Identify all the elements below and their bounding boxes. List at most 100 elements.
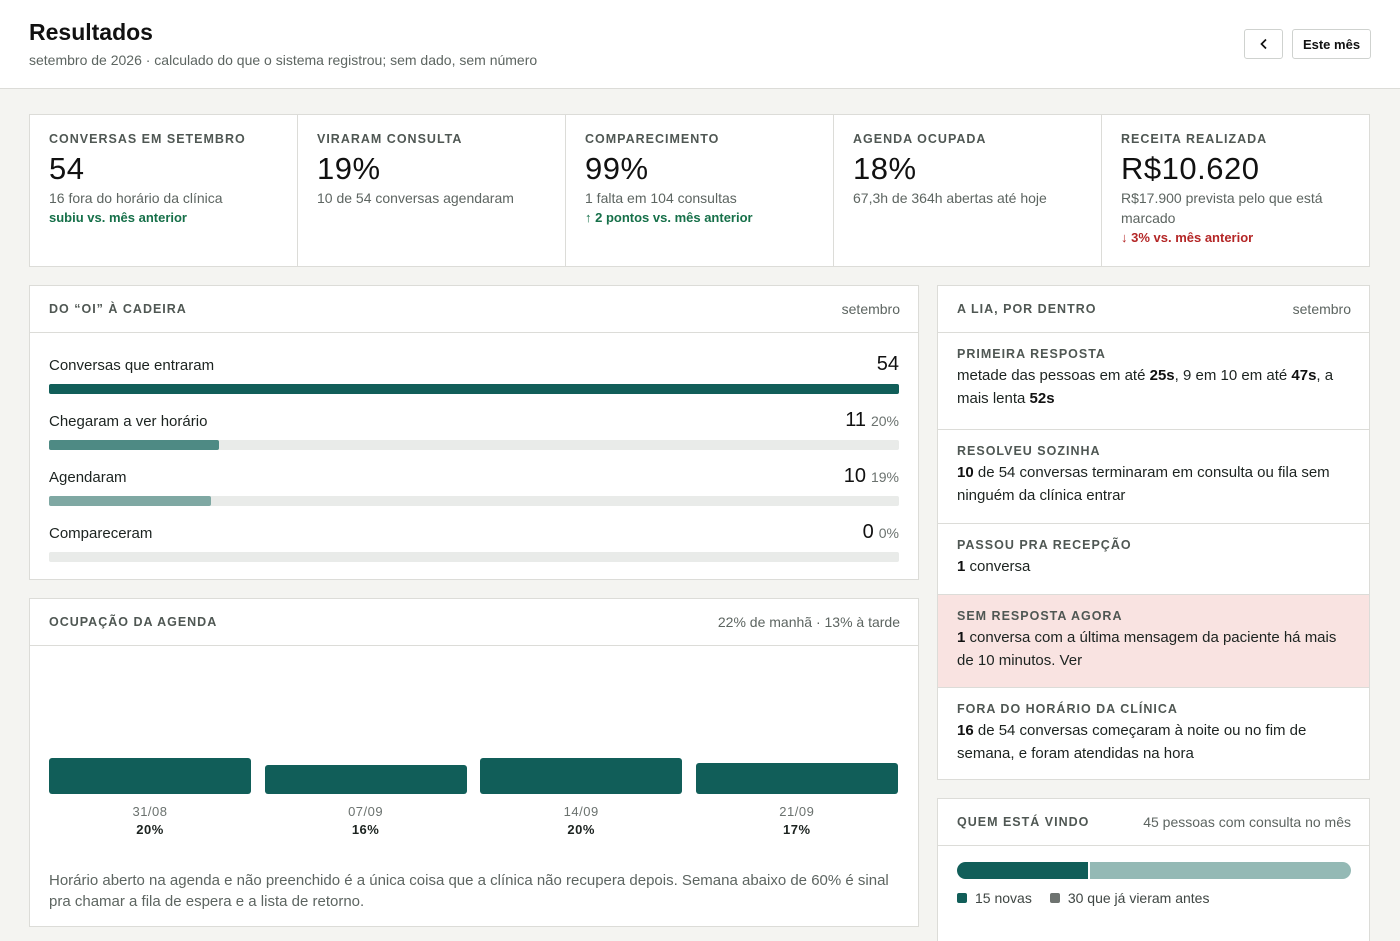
funnel-track <box>49 384 899 394</box>
funnel-step-pct: 0% <box>878 525 899 541</box>
text-fragment: metade das pessoas em até <box>957 367 1150 384</box>
kpi-schedule-occupied: Agenda ocupada 18% 67,3h de 364h abertas… <box>834 115 1102 266</box>
no-reply-count: 1 <box>957 629 966 646</box>
this-month-button[interactable]: Este mês <box>1292 29 1371 59</box>
kpi-label: Receita realizada <box>1121 132 1268 146</box>
card-meta: setembro <box>1292 301 1351 317</box>
funnel-step-count: 54 <box>876 353 899 375</box>
funnel-track <box>49 496 899 506</box>
card-header: Ocupação da agenda 22% de manhã · 13% à … <box>30 599 918 646</box>
lia-item-text: 10 de 54 conversas terminaram em consult… <box>957 462 1350 507</box>
kpi-label: Viraram consulta <box>317 132 463 146</box>
solved-count: 10 <box>957 464 974 481</box>
legend-item-new: 15 novas <box>957 890 1032 906</box>
kpi-value: 18% <box>853 151 917 186</box>
text-fragment: de 54 conversas começaram à noite ou no … <box>957 722 1307 762</box>
occupancy-bar-label: 20% <box>567 822 595 837</box>
funnel-fill <box>49 440 219 450</box>
funnel-step: Conversas que entraram 54 <box>49 351 899 407</box>
occupancy-bar <box>49 758 251 794</box>
occupancy-bar <box>480 758 683 794</box>
funnel-step-pct: 20% <box>870 413 899 429</box>
funnel-card: Do “oi” à cadeira setembro Conversas que… <box>29 285 919 580</box>
lia-solved-alone: Resolveu sozinha 10 de 54 conversas term… <box>938 430 1369 524</box>
lia-item-label: Passou pra recepção <box>957 538 1132 552</box>
legend-swatch <box>957 893 967 903</box>
chevron-left-icon <box>1259 38 1267 50</box>
lia-card: A Lia, por dentro setembro Primeira resp… <box>937 285 1370 780</box>
card-header: Quem está vindo 45 pessoas com consulta … <box>938 799 1369 846</box>
returning-patients-segment <box>1090 862 1351 879</box>
kpi-label: Conversas em setembro <box>49 132 246 146</box>
lia-item-text: metade das pessoas em até 25s, 9 em 10 e… <box>957 365 1350 410</box>
lia-item-label: Resolveu sozinha <box>957 444 1101 458</box>
funnel-step-label: Compareceram <box>49 525 153 542</box>
kpi-label: Comparecimento <box>585 132 720 146</box>
kpi-delta: ↑ 2 pontos vs. mês anterior <box>585 210 753 225</box>
funnel-step-count: 10 <box>843 465 866 487</box>
who-is-coming-card: Quem está vindo 45 pessoas com consulta … <box>937 798 1370 941</box>
lia-first-response: Primeira resposta metade das pessoas em … <box>938 333 1369 430</box>
occupancy-chart: 31/08 20% 07/09 16% 14/09 20% 21/09 17% <box>30 646 918 856</box>
occupancy-bar <box>695 763 898 794</box>
card-meta: setembro <box>841 301 900 317</box>
lia-item-label: Fora do horário da clínica <box>957 702 1178 716</box>
funnel-step: Chegaram a ver horário 11 20% <box>49 407 899 463</box>
occupancy-bar-label: 16% <box>351 822 380 837</box>
lia-after-hours: Fora do horário da clínica 16 de 54 conv… <box>938 688 1369 780</box>
kpi-detail: 10 de 54 conversas agendaram <box>317 190 514 206</box>
after-hours-count: 16 <box>957 722 974 739</box>
card-header: Do “oi” à cadeira setembro <box>30 286 918 333</box>
funnel-track <box>49 552 899 562</box>
funnel-body: Conversas que entraram 54 Chegaram a ver… <box>30 333 918 575</box>
funnel-step: Agendaram 10 19% <box>49 463 899 519</box>
funnel-track <box>49 440 899 450</box>
kpi-delta: subiu vs. mês anterior <box>49 210 187 225</box>
card-title: Ocupação da agenda <box>49 615 218 629</box>
funnel-step-value: 0 0% <box>863 521 899 544</box>
kpi-label: Agenda ocupada <box>853 132 987 146</box>
kpi-value: R$10.620 <box>1121 151 1260 186</box>
kpi-detail: R$17.900 prevista pelo que está marcado <box>1121 190 1323 226</box>
text-fragment: de 54 conversas terminaram em consulta o… <box>957 464 1330 504</box>
funnel-fill <box>49 384 899 394</box>
funnel-step: Compareceram 0 0% <box>49 519 899 575</box>
lia-item-text: 1 conversa <box>957 556 1350 579</box>
text-fragment: , 9 em 10 em até <box>1174 367 1292 384</box>
kpi-value: 54 <box>49 151 85 186</box>
card-title: Do “oi” à cadeira <box>49 302 187 316</box>
funnel-fill <box>49 496 211 506</box>
occupancy-bar-label: 20% <box>136 822 164 837</box>
text-fragment: conversa com a última mensagem da pacien… <box>957 629 1337 669</box>
card-title: Quem está vindo <box>957 815 1090 829</box>
median-time: 25s <box>1149 367 1175 384</box>
lia-no-reply-alert[interactable]: Sem resposta agora 1 conversa com a últi… <box>938 595 1369 688</box>
text-fragment: , a mais lenta <box>957 367 1334 407</box>
legend-label: 30 que já vieram antes <box>1067 890 1210 906</box>
funnel-step-value: 11 20% <box>845 409 899 432</box>
page-title: Resultados <box>29 19 153 45</box>
occupancy-bar-date: 31/08 <box>132 804 168 819</box>
legend-item-returning: 30 que já vieram antes <box>1049 890 1210 906</box>
occupancy-bar-date: 21/09 <box>779 804 815 819</box>
patient-mix-bar <box>957 862 1351 879</box>
funnel-step-value: 10 19% <box>844 465 899 488</box>
p90-time: 47s <box>1291 367 1317 384</box>
card-meta: 22% de manhã · 13% à tarde <box>717 614 900 630</box>
lia-item-label: Primeira resposta <box>957 347 1106 361</box>
lia-item-label: Sem resposta agora <box>957 609 1123 623</box>
funnel-step-label: Conversas que entraram <box>49 357 215 374</box>
kpi-attendance: Comparecimento 99% 1 falta em 104 consul… <box>566 115 834 266</box>
kpi-revenue: Receita realizada R$10.620 R$17.900 prev… <box>1102 115 1369 266</box>
card-header: A Lia, por dentro setembro <box>938 286 1369 333</box>
funnel-step-label: Agendaram <box>49 469 127 486</box>
occupancy-bar <box>264 765 467 794</box>
previous-period-button[interactable] <box>1244 29 1283 59</box>
funnel-step-value: 54 <box>877 353 899 376</box>
lia-handoff: Passou pra recepção 1 conversa <box>938 524 1369 595</box>
new-patients-segment <box>957 862 1089 879</box>
kpi-strip: Conversas em setembro 54 16 fora do horá… <box>29 114 1370 267</box>
kpi-conversion: Viraram consulta 19% 10 de 54 conversas … <box>298 115 566 266</box>
funnel-step-count: 0 <box>862 521 874 543</box>
page-header: Resultados setembro de 2026 · calculado … <box>0 0 1400 89</box>
